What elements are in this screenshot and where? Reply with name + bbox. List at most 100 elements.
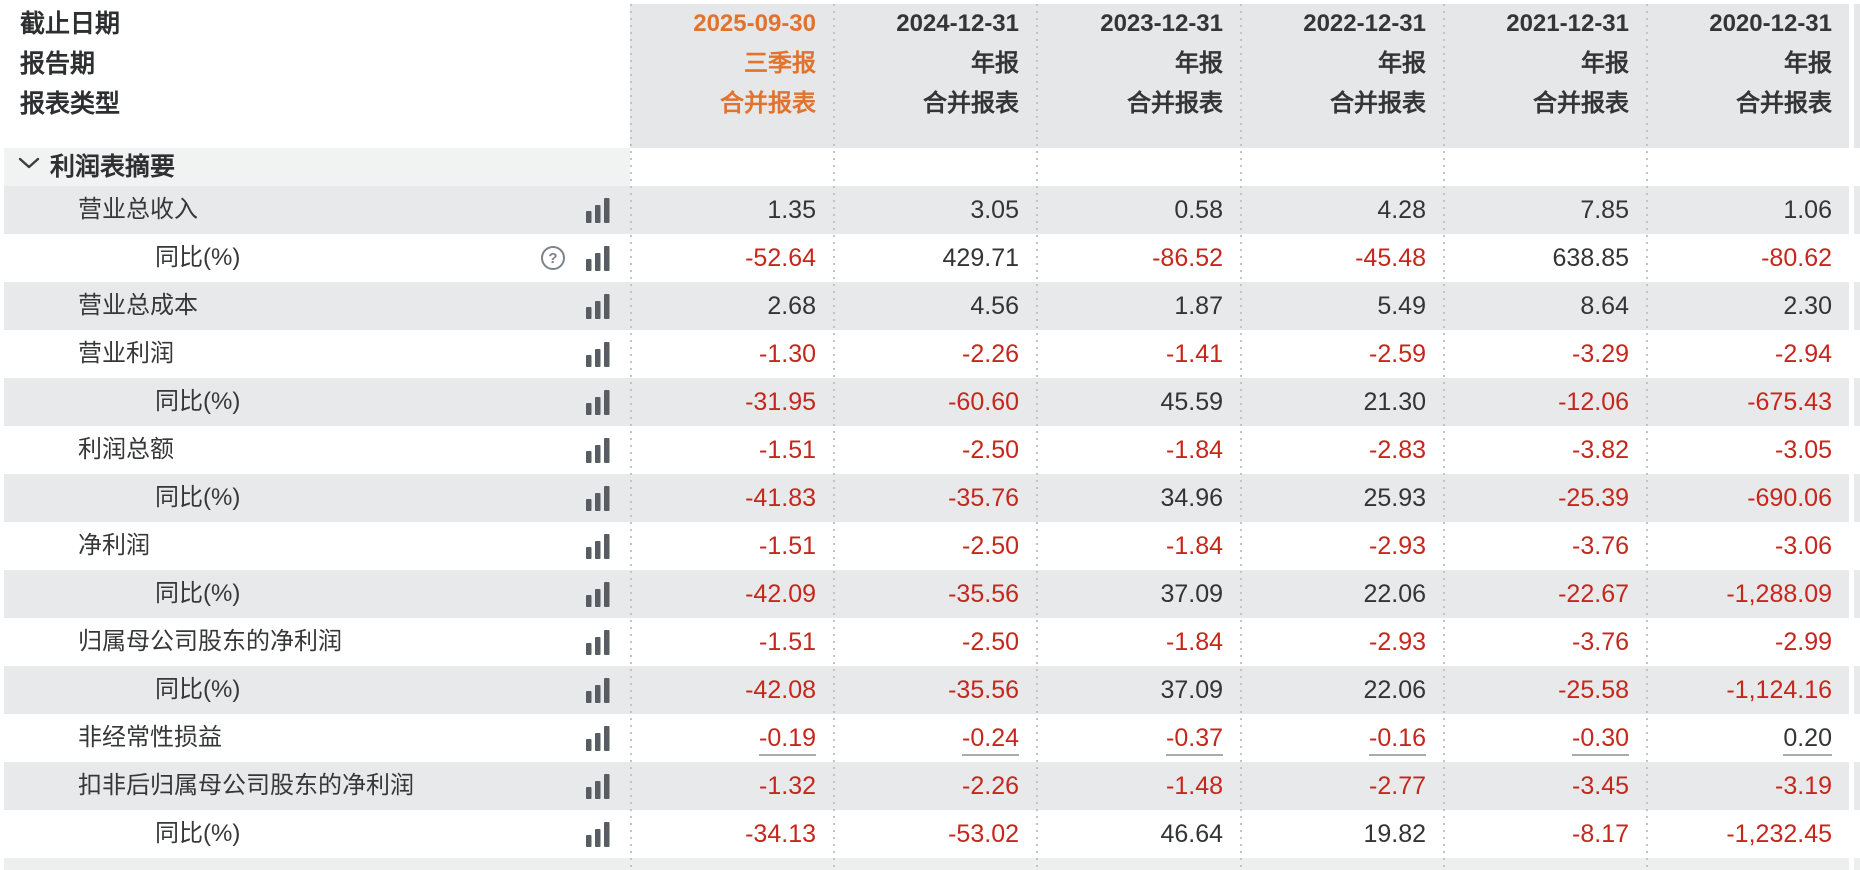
- value-cell: -3.82: [1443, 426, 1646, 474]
- value-cell: 34.96: [1036, 474, 1240, 522]
- value-text[interactable]: -0.37: [1166, 723, 1223, 756]
- value-text: -2.93: [1369, 628, 1426, 656]
- value-cell: 3.05: [833, 186, 1036, 234]
- value-text[interactable]: 0.20: [1783, 723, 1832, 756]
- column-header-period[interactable]: 年报: [1784, 50, 1832, 77]
- column-separator: [630, 4, 632, 870]
- left-margin: [0, 0, 4, 870]
- value-text: 21.30: [1363, 388, 1426, 416]
- bar-chart-icon[interactable]: [586, 582, 613, 607]
- column-header-report-type[interactable]: 合并报表: [720, 90, 816, 117]
- value-cell: -80.62: [1646, 234, 1849, 282]
- section-title[interactable]: 利润表摘要: [50, 153, 176, 181]
- row-label: 同比(%): [155, 676, 241, 703]
- column-header-period[interactable]: 年报: [1378, 50, 1426, 77]
- row-label: 非经常性损益: [78, 724, 222, 751]
- value-cell: -1,124.16: [1646, 666, 1849, 714]
- column-header-date[interactable]: 2025-09-30: [693, 10, 816, 37]
- value-text[interactable]: -0.16: [1369, 723, 1426, 756]
- bar-chart-icon[interactable]: [586, 198, 613, 223]
- column-header-date[interactable]: 2020-12-31: [1709, 10, 1832, 37]
- bar-chart-icon[interactable]: [586, 534, 613, 559]
- table-row: [4, 714, 1860, 762]
- column-header-date[interactable]: 2024-12-31: [896, 10, 1019, 37]
- bar-chart-icon[interactable]: [586, 726, 613, 751]
- value-text: 8.64: [1580, 292, 1629, 320]
- value-cell: -2.93: [1240, 522, 1443, 570]
- value-cell: 0.20: [1646, 714, 1849, 762]
- value-text: -2.83: [1369, 436, 1426, 464]
- value-text: 2.30: [1783, 292, 1832, 320]
- bar-chart-icon[interactable]: [586, 342, 613, 367]
- value-text: -34.13: [745, 820, 816, 848]
- next-row-partial: [4, 858, 1860, 870]
- value-text: -690.06: [1747, 484, 1832, 512]
- value-cell: -1.41: [1036, 330, 1240, 378]
- section-row-background[interactable]: [4, 148, 630, 186]
- table-row: [4, 522, 1860, 570]
- value-text: -3.45: [1572, 772, 1629, 800]
- value-cell: 429.71: [833, 234, 1036, 282]
- value-cell: -25.39: [1443, 474, 1646, 522]
- value-text[interactable]: -0.24: [962, 723, 1019, 756]
- value-text: 0.58: [1174, 196, 1223, 224]
- value-cell: 7.85: [1443, 186, 1646, 234]
- value-text[interactable]: -0.19: [759, 723, 816, 756]
- value-cell: -1,288.09: [1646, 570, 1849, 618]
- value-text: 22.06: [1363, 676, 1426, 704]
- value-text[interactable]: -0.30: [1572, 723, 1629, 756]
- value-text: 638.85: [1552, 244, 1629, 272]
- bar-chart-icon[interactable]: [586, 774, 613, 799]
- row-label: 营业总收入: [78, 196, 198, 223]
- value-text: -1.84: [1166, 532, 1223, 560]
- column-header-date[interactable]: 2023-12-31: [1100, 10, 1223, 37]
- value-text: -3.76: [1572, 628, 1629, 656]
- bar-chart-icon[interactable]: [586, 294, 613, 319]
- value-text: 37.09: [1160, 676, 1223, 704]
- bar-chart-icon[interactable]: [586, 822, 613, 847]
- value-cell: -22.67: [1443, 570, 1646, 618]
- value-cell: 46.64: [1036, 810, 1240, 858]
- value-text: -60.60: [948, 388, 1019, 416]
- value-text: -3.05: [1775, 436, 1832, 464]
- value-text: -2.50: [962, 628, 1019, 656]
- value-cell: 1.35: [630, 186, 833, 234]
- help-icon[interactable]: ?: [540, 245, 566, 271]
- bar-chart-icon[interactable]: [586, 630, 613, 655]
- value-text: -2.50: [962, 436, 1019, 464]
- column-separator: [1443, 4, 1445, 870]
- header-row-label: 报表类型: [20, 90, 121, 118]
- column-header-report-type[interactable]: 合并报表: [1533, 90, 1629, 117]
- bar-chart-icon[interactable]: [586, 678, 613, 703]
- chevron-down-icon[interactable]: [18, 156, 40, 174]
- column-header-period[interactable]: 三季报: [744, 50, 816, 77]
- value-cell: -1.32: [630, 762, 833, 810]
- column-header-report-type[interactable]: 合并报表: [1330, 90, 1426, 117]
- column-header-date[interactable]: 2022-12-31: [1303, 10, 1426, 37]
- value-cell: -3.29: [1443, 330, 1646, 378]
- bar-chart-icon[interactable]: [586, 390, 613, 415]
- row-label: 利润总额: [78, 436, 174, 463]
- value-cell: 45.59: [1036, 378, 1240, 426]
- header-background: [630, 4, 1860, 148]
- value-cell: -35.56: [833, 570, 1036, 618]
- value-cell: -3.45: [1443, 762, 1646, 810]
- value-text: -1.41: [1166, 340, 1223, 368]
- column-header-report-type[interactable]: 合并报表: [1736, 90, 1832, 117]
- bar-chart-icon[interactable]: [586, 438, 613, 463]
- column-header-date[interactable]: 2021-12-31: [1506, 10, 1629, 37]
- table-row: [4, 762, 1860, 810]
- column-header-period[interactable]: 年报: [971, 50, 1019, 77]
- value-text: 34.96: [1160, 484, 1223, 512]
- column-header-period[interactable]: 年报: [1581, 50, 1629, 77]
- value-cell: -42.09: [630, 570, 833, 618]
- value-cell: -675.43: [1646, 378, 1849, 426]
- column-header-report-type[interactable]: 合并报表: [1127, 90, 1223, 117]
- value-cell: -1.51: [630, 618, 833, 666]
- value-text: -2.99: [1775, 628, 1832, 656]
- bar-chart-icon[interactable]: [586, 486, 613, 511]
- value-cell: 4.56: [833, 282, 1036, 330]
- column-header-report-type[interactable]: 合并报表: [923, 90, 1019, 117]
- bar-chart-icon[interactable]: [586, 246, 613, 271]
- column-header-period[interactable]: 年报: [1175, 50, 1223, 77]
